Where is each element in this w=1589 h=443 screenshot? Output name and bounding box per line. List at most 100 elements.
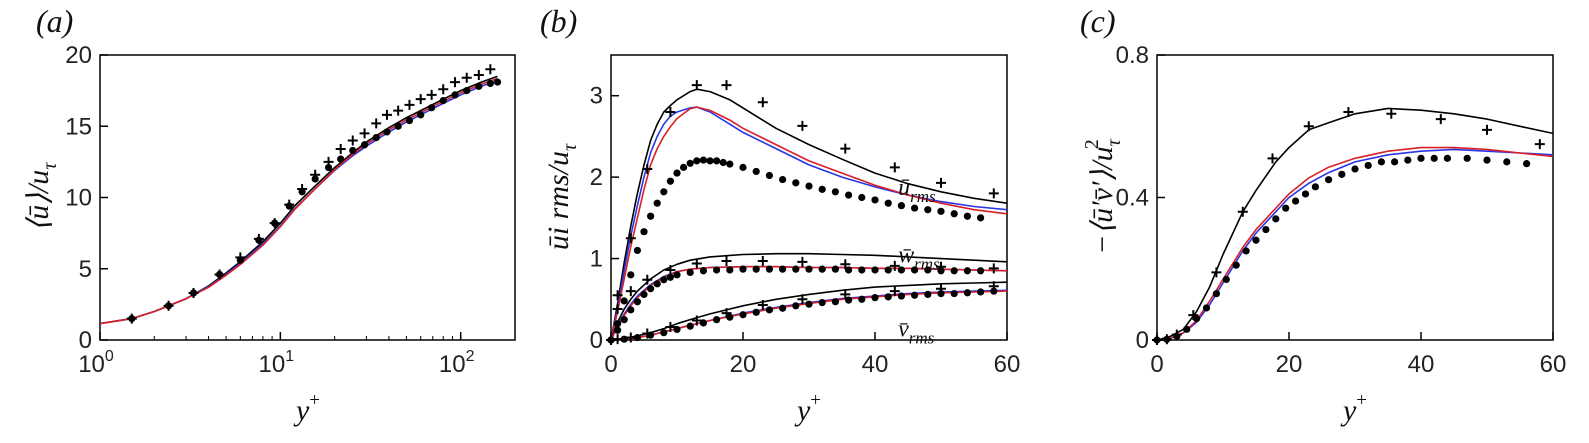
dot-marker-b (713, 157, 721, 165)
xtick-label-b-0: 0 (604, 351, 617, 378)
panel-label-a: (a) (36, 3, 73, 39)
series-line-b-5 (610, 265, 1007, 341)
dot-marker-b (673, 169, 681, 177)
dot-marker-b (805, 265, 813, 273)
plus-marker-b (889, 260, 900, 271)
dot-marker-a (372, 134, 380, 142)
dot-marker-a (439, 97, 447, 105)
dot-marker-c (1193, 315, 1201, 323)
dot-marker-a (189, 289, 198, 297)
dot-marker-a (475, 82, 483, 90)
dot-marker-b (686, 268, 694, 277)
dot-marker-a (405, 116, 414, 125)
dot-marker-a (215, 270, 224, 279)
dot-marker-a (383, 128, 391, 136)
ylabel-b: ūi rms/uτ (542, 143, 581, 250)
dot-marker-b (858, 295, 866, 303)
annotation-b-2: v̄rms (898, 317, 935, 348)
plus-marker-b (988, 263, 999, 274)
dot-marker-b (779, 304, 787, 312)
plus-marker-a (371, 118, 382, 129)
xlabel-c: y+ (1340, 390, 1367, 427)
dot-marker-b (977, 267, 985, 275)
dot-marker-b (739, 311, 747, 319)
dot-marker-b (937, 267, 945, 275)
dot-marker-c (1242, 247, 1250, 255)
dot-marker-c (1163, 335, 1171, 343)
dot-marker-c (1443, 154, 1451, 162)
dot-marker-b (713, 316, 721, 324)
dot-marker-b (620, 335, 628, 343)
dot-marker-c (1430, 154, 1438, 162)
dot-marker-b (633, 298, 642, 306)
dot-marker-b (666, 273, 675, 281)
series-b-10-dot (607, 156, 985, 344)
dot-marker-a (164, 302, 173, 310)
dot-marker-b (686, 159, 694, 167)
plot-area-c (1152, 107, 1553, 345)
dot-marker-b (792, 265, 800, 273)
dot-marker-b (977, 288, 985, 296)
dot-marker-c (1483, 156, 1491, 164)
dot-marker-b (924, 266, 932, 274)
dot-marker-b (818, 298, 826, 307)
dot-marker-b (831, 188, 840, 196)
dot-marker-b (614, 326, 622, 334)
panel-label-b: (b) (540, 3, 577, 39)
dot-marker-c (1282, 204, 1290, 212)
ylabel-a: ⟨ū⟩/uτ (22, 162, 61, 232)
ytick-label-b-1: 1 (590, 246, 603, 273)
plus-marker-b (840, 259, 851, 270)
plus-marker-a (347, 135, 358, 146)
dot-marker-b (884, 266, 892, 274)
dot-marker-b (739, 265, 747, 273)
xtick-label-b-3: 60 (994, 351, 1021, 378)
series-c-4-dot (1153, 154, 1531, 344)
dot-marker-b (792, 179, 800, 187)
series-b-2-line (610, 106, 1007, 341)
plus-marker-b (797, 120, 808, 131)
series-line-c-2 (1156, 146, 1553, 341)
dot-marker-b (831, 298, 840, 306)
series-line-b-2 (610, 106, 1007, 341)
series-line-b-8 (610, 290, 1007, 341)
ytick-label-a-4: 20 (65, 42, 92, 69)
plus-marker-b (840, 143, 851, 154)
dot-marker-b (871, 294, 879, 302)
plus-marker-b (757, 256, 768, 267)
plus-marker-a (426, 89, 437, 100)
dot-marker-b (818, 265, 826, 273)
dot-marker-a (337, 155, 345, 163)
dot-marker-b (897, 202, 906, 210)
series-c-1-line (1156, 148, 1553, 341)
dot-marker-b (660, 276, 668, 284)
dot-marker-c (1292, 197, 1300, 205)
dot-marker-b (779, 265, 787, 273)
dot-marker-b (818, 185, 826, 193)
dot-marker-b (897, 266, 906, 274)
series-line-b-7 (610, 289, 1007, 341)
dot-marker-c (1404, 156, 1412, 164)
panel-label-c: (c) (1080, 3, 1116, 39)
plus-marker-a (450, 77, 461, 88)
ytick-label-a-1: 5 (79, 256, 92, 283)
plus-marker-b (665, 264, 676, 275)
plus-marker-c (1482, 124, 1492, 135)
ytick-label-b-0: 0 (590, 327, 603, 354)
dot-marker-b (627, 271, 635, 279)
dot-marker-b (726, 313, 734, 321)
plus-marker-a (438, 84, 449, 95)
xtick-label-c-3: 60 (1540, 351, 1567, 378)
ticks-b: 0 1 2 3 0 20 40 60 (590, 83, 1021, 378)
dot-marker-b (686, 322, 694, 330)
dot-marker-b (713, 266, 721, 274)
plus-marker-c (1435, 114, 1446, 125)
panel-c: (c) 0 0.4 0.8 0 20 40 60 y+ −⟨ū′v̄′⟩/uτ2 (1080, 3, 1566, 427)
annotations-b: ūrms w̄rms v̄rms (898, 175, 940, 348)
plus-marker-b (612, 304, 623, 315)
dot-marker-b (858, 193, 866, 202)
dot-marker-c (1325, 176, 1333, 184)
dot-marker-b (963, 289, 972, 297)
plus-marker-a (335, 144, 346, 155)
